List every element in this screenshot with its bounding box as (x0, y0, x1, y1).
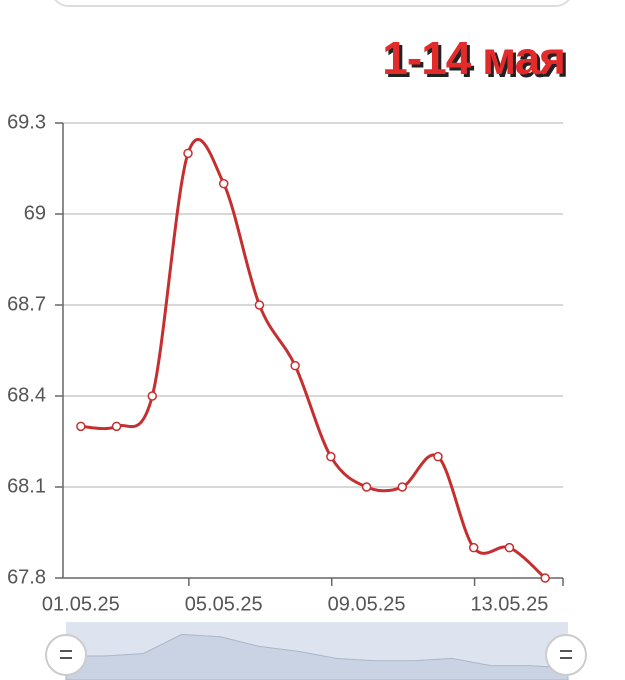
data-point (540, 573, 550, 583)
search-box[interactable] (52, 0, 572, 7)
zoom-handle-left[interactable] (45, 634, 87, 676)
y-tick-label: 68.1 (7, 475, 46, 497)
data-point (361, 482, 372, 492)
data-point (218, 178, 229, 189)
data-point (76, 421, 86, 432)
series-line (80, 137, 547, 580)
x-tick-label: 05.05.25 (185, 593, 263, 615)
zoom-handle-right[interactable] (545, 634, 587, 676)
chart-title: 1-14 мая (382, 32, 565, 84)
y-tick-label: 69 (24, 202, 46, 224)
data-point (290, 360, 300, 371)
data-point (504, 542, 515, 553)
y-tick-label: 68.4 (7, 384, 46, 406)
x-tick-label: 13.05.25 (470, 593, 548, 615)
data-point (111, 421, 122, 432)
title-shadow: 1-14 мая (385, 35, 568, 87)
y-tick-label: 68.7 (7, 293, 46, 315)
y-tick-label: 69.3 (7, 111, 46, 133)
data-point (397, 482, 408, 492)
data-point (147, 391, 158, 401)
data-point (183, 148, 193, 159)
data-point (254, 300, 265, 310)
x-tick-label: 01.05.25 (42, 593, 120, 615)
data-point (326, 451, 336, 462)
x-tick-label: 09.05.25 (328, 593, 406, 615)
data-point (468, 542, 479, 553)
y-tick-label: 67.8 (7, 566, 46, 588)
data-point (433, 451, 443, 462)
